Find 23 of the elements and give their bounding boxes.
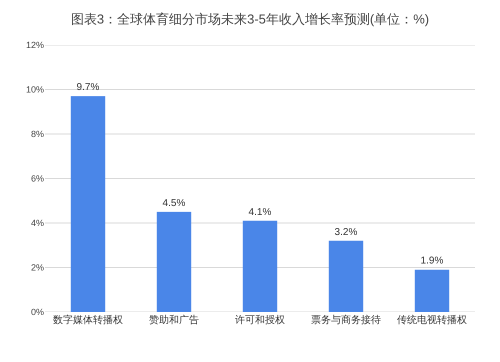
bar (242, 220, 278, 312)
data-label: 9.7% (76, 82, 100, 94)
data-label: 3.2% (334, 226, 358, 238)
x-tick-label: 许可和授权 (235, 314, 285, 326)
data-label: 4.1% (248, 206, 272, 218)
bar (328, 240, 364, 312)
data-label: 1.9% (420, 256, 444, 267)
y-tick-label: 2% (30, 262, 44, 273)
x-tick-label: 赞助和广告 (149, 314, 199, 326)
y-tick-label: 10% (26, 84, 44, 95)
y-tick-label: 6% (30, 174, 44, 184)
x-tick-label: 传统电视转播权 (397, 314, 467, 326)
y-tick-label: 0% (30, 307, 44, 318)
y-tick-label: 4% (30, 218, 44, 228)
y-tick-label: 8% (30, 129, 44, 140)
x-tick-label: 数字媒体转播权 (53, 314, 123, 326)
x-tick-label: 票务与商务接待 (311, 314, 381, 326)
bar (156, 212, 192, 312)
bar (414, 270, 450, 312)
data-label: 4.5% (162, 198, 186, 209)
y-tick-label: 12% (26, 40, 44, 50)
bar (70, 96, 106, 312)
chart-title: 图表3：全球体育细分市场未来3-5年收入增长率预测(单位：%) (70, 12, 430, 27)
